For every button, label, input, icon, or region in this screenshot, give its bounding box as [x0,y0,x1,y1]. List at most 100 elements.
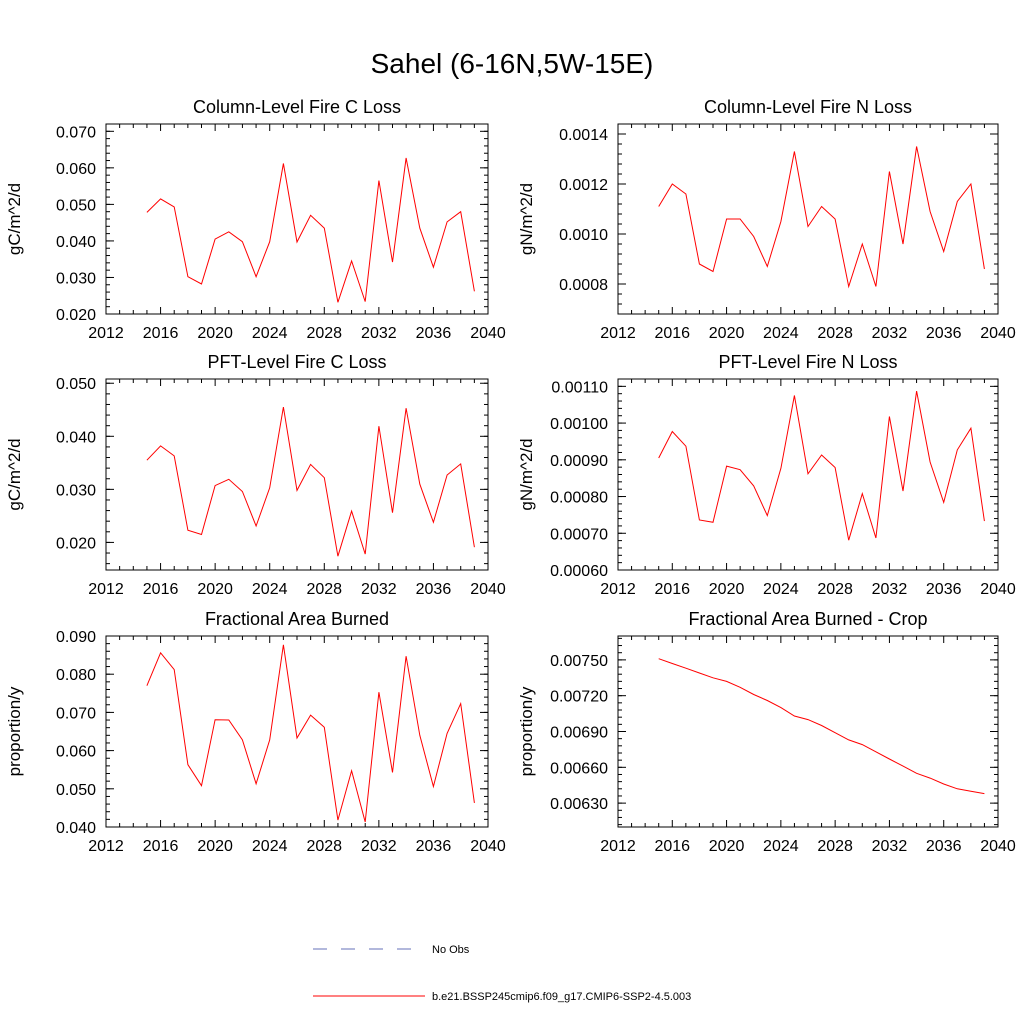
x-tick-label: 2040 [470,838,506,855]
x-tick-label: 2012 [600,838,636,855]
y-tick-label: 0.050 [56,197,96,214]
panel-1: 2012 2016 2020 2024 2028 2032 2036 2040 0.020 0.0… [5,97,506,342]
y-tick-label: 0.070 [56,705,96,722]
legend-label-model: b.e21.BSSP245cmip6.f09_g17.CMIP6-SSP2-4.… [432,991,691,1003]
series-line [146,644,475,823]
y-axis-label: gN/m^2/d [517,438,536,510]
panel-title: PFT-Level Fire C Loss [207,352,386,372]
y-tick-label: 0.00110 [551,379,608,396]
y-tick-label: 0.040 [56,234,96,251]
x-tick-label: 2012 [600,581,636,598]
x-tick-label: 2036 [416,838,452,855]
x-tick-label: 2032 [361,581,397,598]
y-tick-label: 0.00060 [550,563,608,580]
x-tick-label: 2040 [980,325,1016,342]
x-tick-label: 2040 [470,325,506,342]
x-tick-label: 2024 [763,838,799,855]
x-tick-label: 2012 [88,838,124,855]
x-tick-label: 2024 [252,581,288,598]
y-tick-label: 0.00080 [550,490,608,507]
panel-title: Fractional Area Burned [205,609,389,629]
panel-title: Column-Level Fire C Loss [193,97,401,117]
x-tick-label: 2020 [197,581,233,598]
x-tick-label: 2016 [654,325,690,342]
y-tick-label: 0.040 [56,820,96,837]
series-line [146,407,475,557]
x-tick-label: 2036 [926,325,962,342]
y-tick-label: 0.00630 [550,796,608,813]
x-tick-label: 2036 [416,325,452,342]
y-axis-label: gC/m^2/d [5,183,24,255]
x-tick-label: 2024 [763,581,799,598]
panel-5: 2012 2016 2020 2024 2028 2032 2036 2040 0.040 0.0… [5,609,506,855]
y-tick-label: 0.0012 [559,177,608,194]
panel-4: 2012 2016 2020 2024 2028 2032 2036 2040 0.00060 0… [517,352,1016,598]
y-tick-label: 0.0010 [559,227,608,244]
x-tick-label: 2016 [143,581,179,598]
plot-frame [617,123,999,315]
panel-3: 2012 2016 2020 2024 2028 2032 2036 2040 0.020 0.0… [5,352,506,598]
y-tick-label: 0.00750 [550,653,608,670]
x-tick-label: 2016 [143,838,179,855]
y-tick-label: 0.020 [56,535,96,552]
x-tick-label: 2040 [470,581,506,598]
y-tick-label: 0.050 [56,782,96,799]
x-tick-label: 2036 [926,581,962,598]
x-tick-label: 2016 [654,581,690,598]
x-tick-label: 2040 [980,581,1016,598]
x-tick-label: 2028 [306,325,342,342]
y-tick-label: 0.060 [56,744,96,761]
panel-title: PFT-Level Fire N Loss [718,352,897,372]
x-tick-label: 2020 [709,581,745,598]
series-line [658,658,985,795]
x-tick-label: 2024 [252,838,288,855]
plot-frame [105,123,489,315]
panel-2: 2012 2016 2020 2024 2028 2032 2036 2040 0.0008 0.… [517,97,1016,342]
x-tick-label: 2028 [817,581,853,598]
y-tick-label: 0.070 [56,124,96,141]
plot-frame [105,378,489,571]
x-tick-label: 2012 [600,325,636,342]
y-tick-label: 0.0014 [559,127,608,144]
figure-title: Sahel (6-16N,5W-15E) [370,48,654,79]
y-axis-label: gN/m^2/d [517,183,536,255]
panel-6: 2012 2016 2020 2024 2028 2032 2036 2040 0.00630 0… [517,609,1016,855]
legend: No Obs b.e21.BSSP245cmip6.f09_g17.CMIP6-S… [313,944,691,1003]
y-tick-label: 0.00720 [550,689,608,706]
panel-title: Fractional Area Burned - Crop [688,609,927,629]
series-line [658,146,985,289]
x-tick-label: 2032 [872,325,908,342]
x-tick-label: 2020 [197,325,233,342]
x-tick-label: 2024 [252,325,288,342]
plot-frame [105,635,489,828]
y-axis-label: proportion/y [517,686,536,776]
y-tick-label: 0.050 [56,376,96,393]
x-tick-label: 2032 [872,581,908,598]
y-tick-label: 0.040 [56,429,96,446]
y-tick-label: 0.00660 [550,760,608,777]
x-tick-label: 2036 [926,838,962,855]
x-tick-label: 2028 [817,325,853,342]
x-tick-label: 2016 [143,325,179,342]
x-tick-label: 2012 [88,581,124,598]
y-tick-label: 0.060 [56,161,96,178]
legend-label-obs: No Obs [432,944,470,956]
panel-title: Column-Level Fire N Loss [704,97,912,117]
x-tick-label: 2020 [709,325,745,342]
y-tick-label: 0.030 [56,270,96,287]
y-axis-label: proportion/y [5,686,24,776]
x-tick-label: 2028 [306,581,342,598]
x-tick-label: 2028 [306,838,342,855]
y-tick-label: 0.0008 [559,277,608,294]
x-tick-label: 2020 [709,838,745,855]
x-tick-label: 2032 [361,325,397,342]
y-tick-label: 0.090 [56,629,96,646]
x-tick-label: 2012 [88,325,124,342]
series-line [658,391,985,541]
x-tick-label: 2032 [361,838,397,855]
series-line [146,157,475,303]
y-tick-label: 0.00100 [550,416,608,433]
y-axis-label: gC/m^2/d [5,438,24,510]
y-tick-label: 0.020 [56,307,96,324]
